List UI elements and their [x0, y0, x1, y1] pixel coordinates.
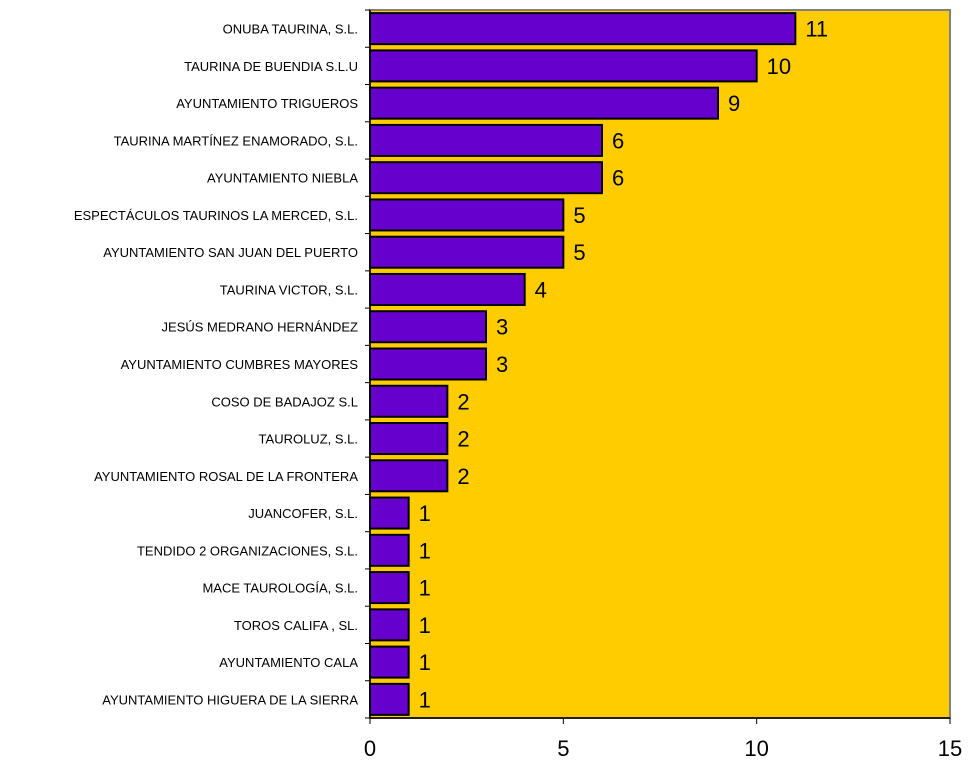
value-label: 1	[419, 613, 431, 638]
category-label: AYUNTAMIENTO TRIGUEROS	[176, 96, 358, 111]
category-label: JESÚS MEDRANO HERNÁNDEZ	[162, 320, 359, 335]
category-label: JUANCOFER, S.L.	[248, 506, 358, 521]
category-label: ONUBA TAURINA, S.L.	[223, 22, 358, 37]
category-label: AYUNTAMIENTO NIEBLA	[207, 171, 358, 186]
category-label: AYUNTAMIENTO CALA	[219, 655, 358, 670]
x-axis-ticks	[365, 9, 951, 724]
category-labels: ONUBA TAURINA, S.L. TAURINA DE BUENDIA S.…	[74, 22, 358, 708]
category-label: AYUNTAMIENTO ROSAL DE LA FRONTERA	[94, 469, 358, 484]
value-label: 10	[767, 54, 791, 79]
bar	[369, 571, 410, 605]
value-label: 2	[457, 464, 469, 489]
category-label: AYUNTAMIENTO HIGUERA DE LA SIERRA	[102, 692, 358, 707]
value-label: 11	[805, 17, 828, 42]
value-label: 4	[535, 277, 547, 302]
category-label: TAUROLUZ, S.L.	[259, 432, 358, 447]
value-label: 5	[573, 240, 585, 265]
value-label: 3	[496, 315, 508, 340]
category-label: TAURINA DE BUENDIA S.L.U	[184, 59, 358, 74]
value-label: 5	[573, 203, 585, 228]
category-label: COSO DE BADAJOZ S.L	[211, 394, 358, 409]
category-label: AYUNTAMIENTO CUMBRES MAYORES	[121, 357, 359, 372]
bar	[369, 49, 758, 83]
bar	[369, 310, 487, 344]
bar	[369, 422, 449, 456]
x-tick-label: 10	[744, 736, 768, 761]
category-label: ESPECTÁCULOS TAURINOS LA MERCED, S.L.	[74, 208, 358, 223]
category-label: TENDIDO 2 ORGANIZACIONES, S.L.	[137, 543, 358, 558]
category-label: AYUNTAMIENTO SAN JUAN DEL PUERTO	[103, 245, 358, 260]
category-label: TAURINA MARTÍNEZ ENAMORADO, S.L.	[114, 133, 358, 148]
value-label: 6	[612, 166, 624, 191]
x-tick-label: 0	[364, 736, 376, 761]
bar	[369, 533, 410, 567]
value-label: 1	[419, 687, 431, 712]
value-label: 1	[419, 501, 431, 526]
value-label: 9	[728, 91, 740, 116]
category-label: MACE TAUROLOGÍA, S.L.	[202, 581, 358, 596]
bar	[369, 384, 449, 418]
value-label: 1	[419, 538, 431, 563]
bar	[369, 86, 719, 120]
bar	[369, 347, 487, 381]
value-label: 3	[496, 352, 508, 377]
x-tick-labels: 0 5 10 15	[364, 736, 962, 761]
value-label: 1	[419, 576, 431, 601]
value-label: 6	[612, 128, 624, 153]
bar	[369, 123, 603, 157]
x-tick-label: 5	[557, 736, 569, 761]
bar	[369, 459, 449, 493]
x-tick-label: 15	[938, 736, 962, 761]
bar	[369, 198, 565, 232]
bar	[369, 161, 603, 195]
bar	[369, 645, 410, 679]
category-label: TOROS CALIFA , SL.	[234, 618, 358, 633]
bar	[369, 608, 410, 642]
bar	[369, 682, 410, 716]
value-label: 2	[457, 389, 469, 414]
bars-group	[369, 12, 797, 716]
value-label: 2	[457, 427, 469, 452]
value-label: 1	[419, 650, 431, 675]
bar	[369, 235, 565, 269]
category-label: TAURINA VICTOR, S.L.	[220, 282, 358, 297]
bar	[369, 496, 410, 530]
bar	[369, 12, 797, 46]
bar	[369, 272, 526, 306]
